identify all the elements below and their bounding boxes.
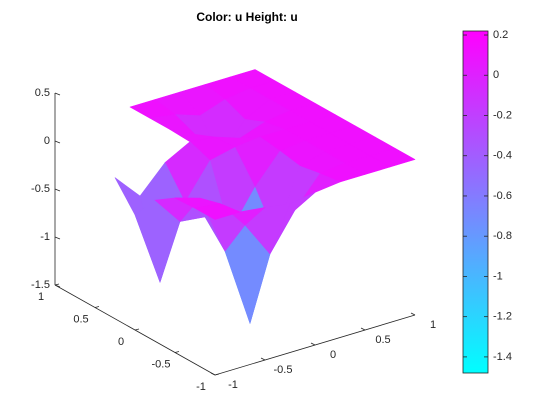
x-tick-label: -1 [228, 379, 238, 391]
y-tick-label: -1 [196, 381, 206, 393]
z-tick [54, 236, 61, 240]
colorbar-tick-label: 0 [493, 69, 499, 81]
z-tick-label: -1 [40, 231, 50, 243]
surface [114, 69, 416, 324]
z-tick-label: 0 [44, 135, 50, 147]
z-tick-label: -0.5 [31, 183, 50, 195]
z-tick [54, 284, 61, 288]
x-tick [310, 342, 316, 346]
y-tick-label: 1 [38, 291, 44, 303]
y-tick [134, 328, 140, 331]
axes: -1-0.500.51-1-0.500.51-1.5-1-0.500.5 [31, 87, 436, 393]
colorbar: -1.4 -1.2 -1 -0.8 -0.6 -0.4 -0.2 0 0.2 [462, 29, 512, 374]
x-tick-label: -0.5 [274, 364, 293, 376]
x-tick [260, 357, 266, 361]
y-tick [94, 306, 100, 308]
x-tick [210, 372, 216, 376]
colorbar-tick-label: -0.6 [493, 190, 512, 202]
colorbar-tick-label: -0.2 [493, 109, 512, 121]
y-tick [214, 373, 220, 376]
z-tick-label: -1.5 [31, 279, 50, 291]
x-tick-label: 1 [430, 319, 436, 331]
colorbar-tick-label: -0.4 [493, 150, 512, 162]
colorbar-tick-label: 0.2 [493, 29, 508, 41]
colorbar-tick-label: -0.8 [493, 230, 512, 242]
colorbar-gradient [462, 30, 489, 374]
surface-face [194, 203, 241, 220]
z-tick-label: 0.5 [35, 87, 50, 99]
x-tick-label: 0 [330, 349, 336, 361]
x-tick-label: 0.5 [375, 334, 390, 346]
colorbar-tick-label: -1 [493, 270, 503, 282]
y-tick [174, 351, 180, 353]
y-tick-label: 0.5 [73, 313, 88, 325]
y-tick [54, 283, 60, 286]
y-tick-label: 0 [118, 336, 124, 348]
z-tick [54, 140, 61, 144]
x-tick [360, 327, 366, 331]
chart-title: Color: u Height: u [196, 10, 297, 24]
z-tick [54, 188, 61, 192]
x-tick [410, 312, 416, 316]
colorbar-tick-label: -1.4 [493, 351, 512, 363]
y-tick-label: -0.5 [152, 358, 171, 370]
z-tick [54, 92, 61, 96]
colorbar-tick-label: -1.2 [493, 311, 512, 323]
